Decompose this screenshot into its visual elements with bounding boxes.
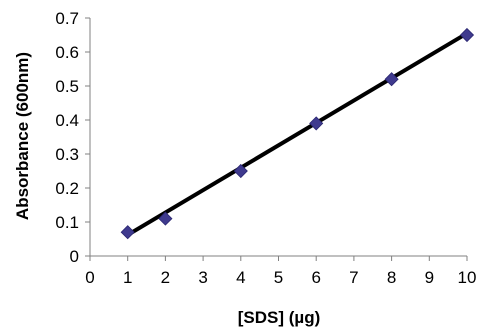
x-tick-label: 0 [85,268,94,287]
x-tick-label: 9 [425,268,434,287]
x-tick-label: 4 [236,268,245,287]
data-point [120,225,135,240]
y-tick-label: 0.1 [55,213,79,232]
data-point [309,116,324,131]
x-tick-label: 3 [198,268,207,287]
y-tick-label: 0.7 [55,9,79,28]
data-point [158,211,173,226]
x-tick-label: 1 [123,268,132,287]
trendline-group [126,31,469,237]
y-tick-label: 0.2 [55,179,79,198]
data-points [120,27,475,240]
x-tick-label: 7 [349,268,358,287]
tick-labels: 0 0.1 0.2 0.3 0.4 0.5 0.6 0.7 0 1 2 3 4 5 6 7 8 9 10 [55,9,476,287]
x-tick-label: 8 [387,268,396,287]
y-tick-label: 0.5 [55,77,79,96]
axes [85,17,468,261]
x-tick-label: 10 [458,268,477,287]
data-point [459,27,475,43]
y-tick-label: 0.6 [55,43,79,62]
data-point [384,72,399,87]
y-axis-title: Absorbance (600nm) [13,52,32,220]
x-tick-label: 6 [311,268,320,287]
x-tick-label: 2 [161,268,170,287]
y-tick-label: 0 [70,247,79,266]
y-tick-label: 0.4 [55,111,79,130]
data-point [233,163,248,179]
y-tick-label: 0.3 [55,145,79,164]
trendline [126,31,469,237]
x-axis-title: [SDS] (µg) [238,308,321,327]
x-tick-label: 5 [274,268,283,287]
